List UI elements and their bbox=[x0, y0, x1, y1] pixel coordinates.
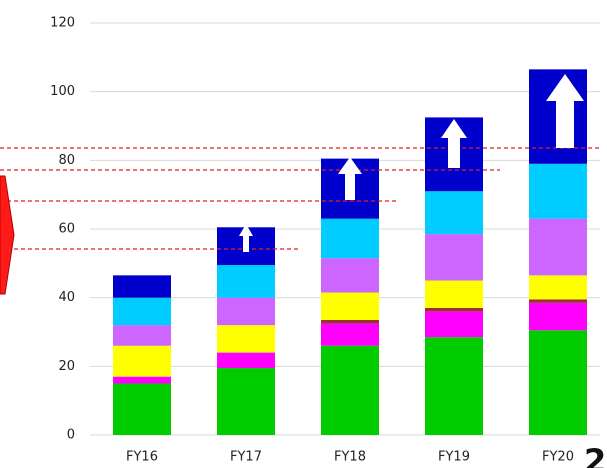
bar-segment bbox=[529, 275, 587, 300]
bar-segment bbox=[529, 163, 587, 219]
x-tick-label: FY16 bbox=[126, 450, 158, 465]
bar-segment bbox=[529, 218, 587, 276]
bar-segment bbox=[425, 307, 483, 312]
bar-segment bbox=[321, 319, 379, 324]
bar-segment bbox=[425, 311, 483, 338]
bar-segment bbox=[113, 345, 171, 377]
bar-segment bbox=[425, 280, 483, 308]
arrow bbox=[546, 74, 584, 148]
y-tick-label: 0 bbox=[67, 428, 75, 443]
y-tick-label: 120 bbox=[50, 16, 75, 31]
bar-segment bbox=[217, 265, 275, 298]
annotation: 2 bbox=[584, 442, 606, 468]
bar-segment bbox=[217, 352, 275, 369]
y-tick-label: 80 bbox=[58, 153, 75, 168]
bar-segment bbox=[425, 337, 483, 435]
bar-segment bbox=[113, 297, 171, 326]
arrow bbox=[338, 157, 362, 200]
bar-segment bbox=[113, 376, 171, 384]
bar-segment bbox=[529, 330, 587, 435]
x-tick-label: FY18 bbox=[334, 450, 366, 465]
y-tick-label: 20 bbox=[58, 359, 75, 374]
bar-segment bbox=[321, 323, 379, 346]
x-tick-label: FY19 bbox=[438, 450, 470, 465]
left-arrow bbox=[0, 175, 15, 295]
y-tick-label: 40 bbox=[58, 290, 75, 305]
bar-segment bbox=[321, 292, 379, 320]
bar-segment bbox=[321, 345, 379, 435]
bar-segment bbox=[529, 299, 587, 303]
bar-segment bbox=[425, 234, 483, 281]
arrow bbox=[441, 119, 467, 168]
bars bbox=[113, 69, 587, 435]
bar-segment bbox=[113, 325, 171, 346]
dashed-guides bbox=[0, 147, 600, 250]
bar-segment bbox=[113, 275, 171, 298]
x-tick-label: FY17 bbox=[230, 450, 262, 465]
growth-arrows bbox=[239, 74, 584, 252]
arrow bbox=[239, 224, 253, 252]
bar-segment bbox=[217, 368, 275, 435]
bar-segment bbox=[529, 302, 587, 331]
bar-segment bbox=[217, 297, 275, 326]
y-tick-label: 100 bbox=[50, 84, 75, 99]
bar-segment bbox=[425, 191, 483, 235]
bar-segment bbox=[321, 258, 379, 293]
x-tick-label: FY20 bbox=[542, 450, 574, 465]
y-tick-label: 60 bbox=[58, 222, 75, 237]
bar-segment bbox=[113, 383, 171, 435]
bar-segment bbox=[321, 218, 379, 259]
bar-segment bbox=[217, 325, 275, 353]
